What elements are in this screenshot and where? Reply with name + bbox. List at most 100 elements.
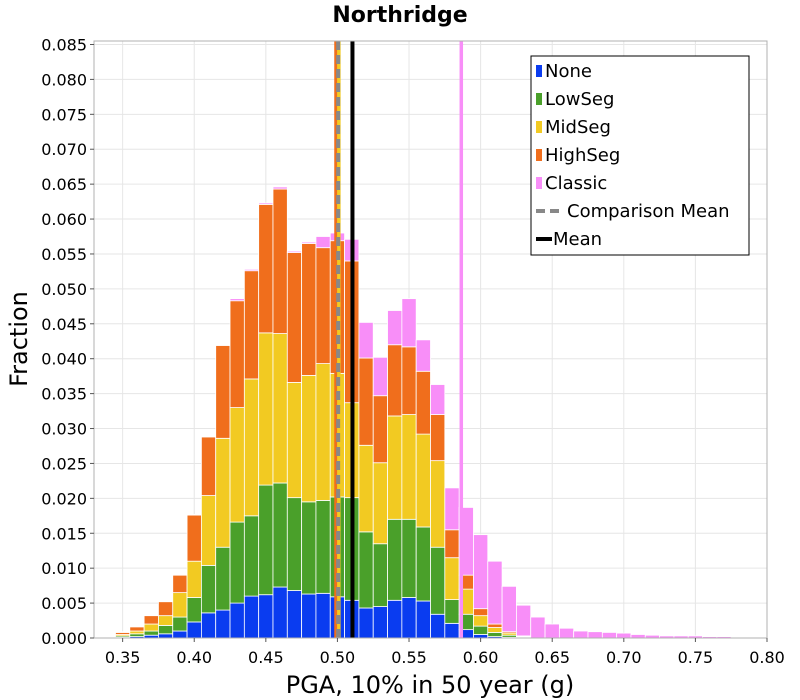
bar-none-0.39: [172, 630, 188, 639]
legend-swatch: [536, 93, 542, 105]
legend-swatch: [536, 65, 542, 77]
bar-none-0.45: [258, 594, 274, 639]
bar-midseg-0.45: [258, 332, 274, 486]
legend-swatch: [536, 177, 542, 189]
bar-midseg-0.60: [473, 615, 489, 627]
legend-label: LowSeg: [545, 89, 614, 110]
bar-highseg-0.39: [172, 574, 188, 594]
x-tick-label: 0.50: [320, 648, 356, 667]
bar-classic-0.49: [315, 236, 331, 249]
bar-none-0.48: [301, 593, 317, 639]
bar-classic-0.60: [473, 534, 489, 610]
y-tick-label: 0.070: [41, 140, 87, 159]
bar-classic-0.68: [587, 631, 603, 639]
bar-classic-0.64: [530, 616, 546, 639]
bar-classic-0.61: [487, 560, 503, 625]
bar-highseg-0.40: [186, 514, 202, 562]
legend-item: LowSeg: [536, 89, 614, 110]
bar-highseg-0.37: [143, 615, 159, 625]
bar-classic-0.45: [258, 202, 274, 205]
plot-frame: [93, 40, 768, 639]
bar-none-0.54: [387, 599, 403, 639]
bar-midseg-0.53: [372, 462, 388, 545]
bar-classic-0.47: [286, 250, 303, 253]
bar-lowseg-0.37: [143, 630, 159, 636]
bar-midseg-0.44: [243, 378, 260, 517]
bar-highseg-0.46: [272, 188, 288, 334]
bar-classic-0.48: [301, 241, 317, 244]
x-tick-label: 0.75: [678, 648, 714, 667]
bar-lowseg-0.46: [272, 482, 288, 588]
bar-highseg-0.47: [286, 252, 303, 383]
bar-classic-0.69: [601, 632, 618, 639]
y-tick-label: 0.025: [41, 454, 87, 473]
bar-highseg-0.44: [243, 270, 260, 380]
bar-none-0.38: [158, 633, 174, 639]
bar-none-0.40: [186, 621, 202, 639]
legend-item: HighSeg: [536, 145, 620, 166]
bar-highseg-0.45: [258, 203, 274, 334]
bar-highseg-0.58: [444, 529, 460, 559]
bar-lowseg-0.61: [487, 632, 503, 638]
bar-highseg-0.36: [129, 626, 145, 632]
bar-lowseg-0.45: [258, 484, 274, 596]
bar-midseg-0.39: [172, 592, 188, 618]
bar-lowseg-0.43: [229, 521, 245, 604]
bar-lowseg-0.48: [301, 501, 317, 595]
bar-classic-0.71: [630, 634, 646, 639]
bar-classic-0.53: [372, 356, 388, 397]
y-axis-ticks: 0.000 0.005 0.010 0.015 0.020 0.025 0.030 0.035…: [41, 35, 94, 648]
chart-title: Northridge: [332, 3, 467, 28]
bar-none-0.44: [243, 595, 260, 639]
y-tick-label: 0.055: [41, 245, 87, 264]
legend-label: Mean: [553, 229, 602, 250]
bar-lowseg-0.53: [372, 543, 388, 607]
y-tick-label: 0.075: [41, 105, 87, 124]
bar-classic-0.56: [415, 339, 431, 372]
bar-classic-0.46: [272, 186, 288, 190]
bar-classic-0.55: [401, 298, 417, 348]
bar-classic-0.41: [200, 435, 217, 438]
bar-none-0.42: [215, 609, 231, 639]
bar-highseg-0.55: [401, 346, 417, 415]
bar-highseg-0.38: [158, 601, 174, 617]
bar-classic-0.42: [215, 344, 231, 346]
bar-midseg-0.40: [186, 560, 202, 598]
bar-midseg-0.55: [401, 414, 417, 520]
bar-classic-0.44: [243, 268, 260, 272]
bar-classic-0.63: [516, 604, 532, 637]
y-tick-label: 0.040: [41, 350, 87, 369]
bar-lowseg-0.47: [286, 497, 303, 591]
bar-lowseg-0.42: [215, 546, 231, 611]
bar-none-0.49: [315, 592, 331, 639]
y-tick-label: 0.020: [41, 489, 87, 508]
legend-box: [530, 55, 750, 256]
bar-none-0.41: [200, 612, 217, 639]
bar-midseg-0.46: [272, 333, 288, 484]
bar-highseg-0.56: [415, 370, 431, 435]
bar-none-0.60: [473, 634, 489, 639]
bar-highseg-0.43: [229, 300, 245, 408]
legend: None LowSeg MidSeg HighSeg Classic Comparison…: [530, 55, 750, 256]
legend-item: MidSeg: [536, 117, 611, 138]
bar-lowseg-0.58: [444, 599, 460, 624]
bar-midseg-0.52: [358, 444, 374, 533]
bar-classic-0.54: [387, 310, 403, 346]
bar-lowseg-0.57: [430, 546, 446, 615]
bar-none-0.57: [430, 613, 446, 639]
bar-classic-0.35: [115, 631, 131, 633]
bar-classic-0.70: [616, 632, 632, 639]
bar-midseg-0.56: [415, 433, 431, 528]
bar-highseg-0.49: [315, 247, 331, 364]
bar-lowseg-0.40: [186, 597, 202, 623]
y-axis-title: Fraction: [5, 291, 33, 387]
bar-lowseg-0.55: [401, 518, 417, 598]
y-tick-label: 0.015: [41, 524, 87, 543]
x-tick-label: 0.35: [105, 648, 141, 667]
bar-lowseg-0.60: [473, 625, 489, 635]
x-tick-label: 0.40: [176, 648, 212, 667]
y-tick-label: 0.080: [41, 70, 87, 89]
bar-lowseg-0.38: [158, 625, 174, 635]
bar-classic-0.37: [143, 614, 159, 617]
